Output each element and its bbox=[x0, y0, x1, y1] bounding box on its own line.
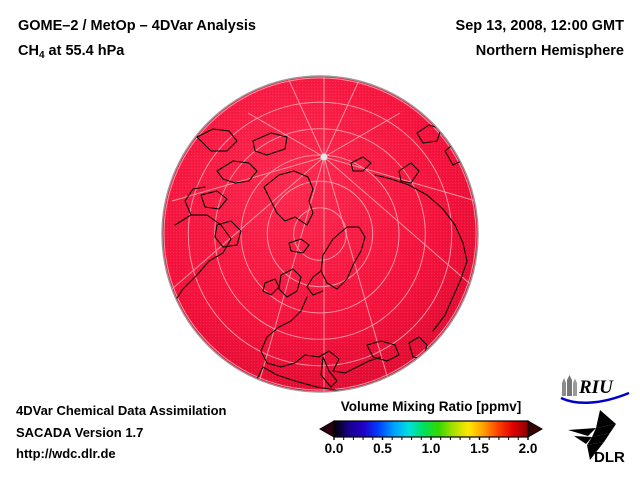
colorbar-tick-label: 0.5 bbox=[373, 441, 392, 456]
colorbar-ticks bbox=[333, 437, 529, 440]
north-pole-marker bbox=[320, 153, 328, 161]
colorbar-tick-label: 0.0 bbox=[324, 441, 344, 456]
riu-swoosh-icon bbox=[560, 391, 630, 404]
globe-dither-overlay bbox=[162, 76, 478, 392]
region-label: Northern Hemisphere bbox=[475, 43, 624, 59]
timestamp-label: Sep 13, 2008, 12:00 GMT bbox=[455, 18, 624, 34]
riu-logo: RIU bbox=[560, 375, 630, 404]
header-title-block: GOME–2 / MetOp – 4DVar Analysis CH4 at 5… bbox=[18, 14, 256, 65]
species-prefix: CH bbox=[18, 43, 39, 59]
graticule-parallels bbox=[163, 77, 477, 391]
page-title: GOME–2 / MetOp – 4DVar Analysis bbox=[18, 18, 256, 34]
colorbar-tick-label: 1.0 bbox=[421, 441, 441, 456]
colorbar: Volume Mixing Ratio [ppmv] 0.0 0.5 1.0 1.5 2… bbox=[306, 399, 556, 457]
colorbar-tick-label: 2.0 bbox=[518, 441, 538, 456]
riu-wordmark: RIU bbox=[578, 377, 614, 398]
colorbar-tick-label: 1.5 bbox=[470, 441, 489, 456]
dlr-arrow-icon bbox=[568, 410, 616, 460]
pressure-level: at 55.4 hPa bbox=[44, 43, 125, 59]
footer-line-method: 4DVar Chemical Data Assimilation bbox=[16, 403, 227, 418]
dlr-wordmark: DLR bbox=[594, 449, 625, 466]
dlr-logo: DLR bbox=[568, 410, 625, 466]
globe-map bbox=[161, 75, 479, 393]
colorbar-under-arrow bbox=[318, 420, 335, 438]
footer-line-version: SACADA Version 1.7 bbox=[16, 424, 144, 440]
species-level-label: CH4 at 55.4 hPa bbox=[18, 39, 256, 65]
footer-info-block: 4DVar Chemical Data Assimilation SACADA … bbox=[16, 400, 227, 465]
colorbar-over-arrow bbox=[527, 420, 544, 438]
header-meta-block: Sep 13, 2008, 12:00 GMT Northern Hemisph… bbox=[456, 14, 624, 64]
colorbar-gradient bbox=[333, 420, 529, 438]
globe-svg bbox=[161, 75, 479, 393]
colorbar-title: Volume Mixing Ratio [ppmv] bbox=[340, 399, 522, 414]
footer-line-url[interactable]: http://wdc.dlr.de bbox=[16, 446, 116, 461]
globe-outline bbox=[161, 75, 479, 393]
colorbar-scale bbox=[318, 420, 544, 440]
species-subscript: 4 bbox=[38, 50, 45, 61]
colorbar-tick-labels: 0.0 0.5 1.0 1.5 2.0 bbox=[306, 441, 556, 457]
riu-tower-icon bbox=[562, 375, 577, 396]
